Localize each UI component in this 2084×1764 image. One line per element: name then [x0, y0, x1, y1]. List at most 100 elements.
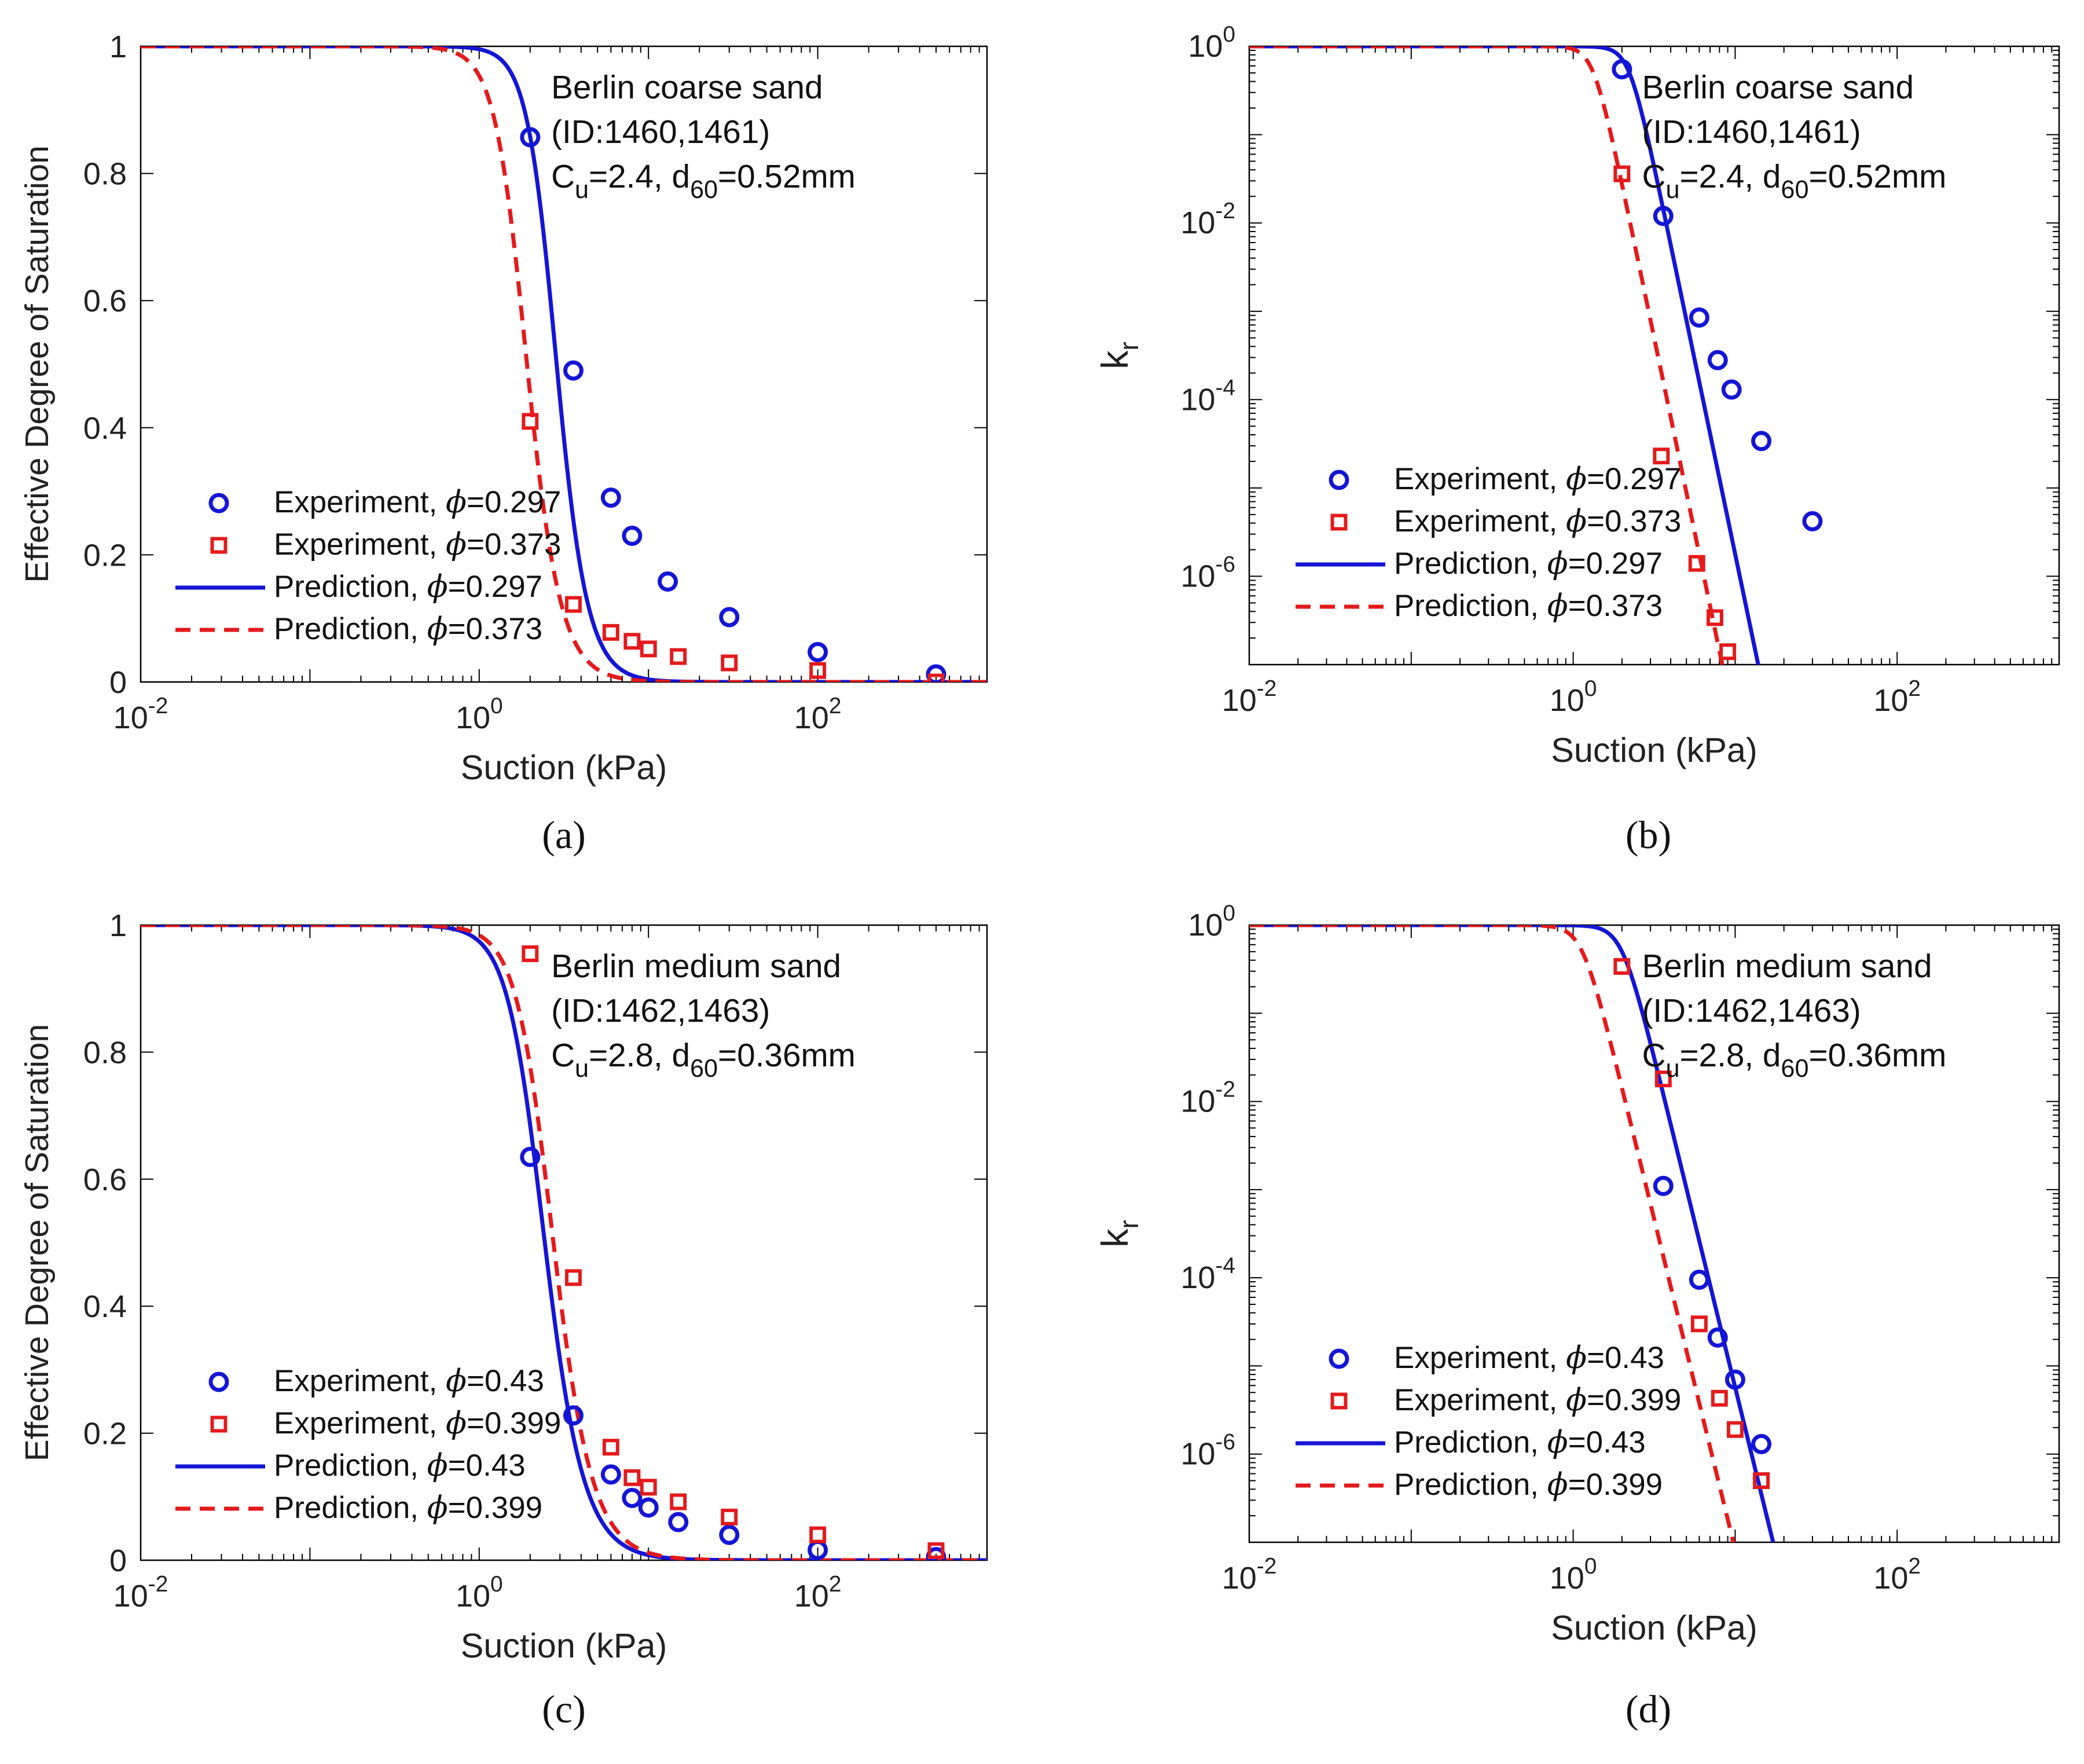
series-layer [141, 925, 987, 1560]
legend-label: Experiment, ϕ=0.373 [1394, 504, 1681, 539]
legend-label: Experiment, ϕ=0.43 [1394, 1340, 1664, 1376]
panel-label: (c) [542, 1687, 585, 1731]
legend-label: Experiment, ϕ=0.297 [1394, 461, 1681, 497]
data-point-exp1 [1721, 379, 1742, 400]
data-point-exp1 [1653, 1176, 1674, 1197]
x-tick-label: 102 [1873, 676, 1921, 718]
y-tick-label: 0.6 [83, 1162, 127, 1197]
data-point-exp2 [670, 648, 687, 665]
series-layer [1249, 925, 1775, 1542]
legend-label: Experiment, ϕ=0.43 [274, 1363, 544, 1399]
data-point-exp2 [721, 654, 738, 672]
annotation-line: Cu=2.8, d60=0.36mm [1642, 1037, 1947, 1083]
data-point-exp2 [670, 1493, 687, 1510]
annotation-line: Cu=2.4, d60=0.52mm [551, 159, 856, 204]
data-point-exp1 [563, 360, 584, 381]
data-point-exp1 [622, 1487, 643, 1508]
y-axis-label: kr [1094, 1220, 1144, 1248]
y-tick-label: 0.6 [83, 284, 127, 318]
annotation-line: (ID:1462,1463) [1642, 993, 1861, 1029]
data-point-exp1 [1751, 431, 1772, 452]
chart-panel-4: 10-2 100 102 100 10-2 10-4 10-6 Suction (kPa) kr… [1094, 901, 2060, 1731]
annotation-line: (ID:1460,1461) [1642, 114, 1861, 151]
data-point-exp1 [1612, 59, 1632, 80]
legend-label: Prediction, ϕ=0.399 [1394, 1467, 1663, 1502]
chart-panel-2: 10-2 100 102 100 10-2 10-4 10-6 Suction (kPa) kr… [1094, 22, 2060, 857]
legend-marker-exp2 [210, 537, 228, 554]
legend-marker-exp2 [210, 1415, 228, 1433]
data-point-exp1 [1725, 1369, 1745, 1390]
y-tick-label: 10-4 [1180, 1253, 1235, 1295]
data-point-exp2 [1653, 448, 1670, 465]
y-tick-label: 10-4 [1180, 375, 1235, 417]
data-point-exp1 [1802, 511, 1823, 531]
data-point-exp1 [1707, 1327, 1728, 1348]
data-point-exp1 [1653, 206, 1674, 226]
data-point-exp2 [1654, 1070, 1672, 1088]
data-point-exp2 [1753, 1472, 1770, 1490]
x-tick-label: 100 [1550, 676, 1597, 718]
chart-panel-3: 10-2 100 102 0 0.2 0.4 0.6 0.8 1 Suction (kPa) Eff… [19, 908, 988, 1731]
legend: Experiment, ϕ=0.43 Experiment, ϕ=0.399 Pre… [1296, 1340, 1681, 1502]
y-tick-label: 0 [109, 1543, 127, 1578]
panel-label: (a) [542, 813, 585, 857]
y-tick-label: 100 [1188, 22, 1235, 64]
legend-marker-exp1 [1329, 470, 1349, 490]
data-point-exp1 [719, 607, 740, 628]
data-point-exp1 [600, 487, 621, 508]
y-tick-label: 0.8 [83, 1035, 127, 1070]
data-point-exp1 [638, 1497, 659, 1518]
y-tick-label: 10-2 [1180, 199, 1235, 240]
data-point-exp1 [658, 571, 678, 592]
prediction-line-pred2 [1249, 925, 1736, 1542]
data-point-exp2 [602, 1439, 619, 1456]
y-axis-label: Effective Degree of Saturation [19, 1024, 56, 1461]
data-point-exp2 [640, 640, 657, 658]
panel-label: (b) [1626, 813, 1671, 857]
x-tick-label: 102 [794, 694, 842, 735]
data-point-exp2 [1613, 165, 1631, 182]
prediction-line-pred1 [141, 46, 987, 682]
x-axis-ticks [1249, 46, 2053, 665]
legend-marker-exp2 [1330, 1392, 1348, 1410]
legend-label: Experiment, ϕ=0.399 [274, 1406, 561, 1441]
data-point-exp2 [564, 1269, 582, 1286]
data-point-exp2 [640, 1479, 657, 1496]
data-point-exp1 [1689, 307, 1709, 328]
y-tick-label: 0.4 [83, 411, 127, 446]
legend-label: Prediction, ϕ=0.399 [274, 1490, 542, 1525]
data-point-exp2 [1706, 609, 1723, 626]
legend-label: Experiment, ϕ=0.399 [1394, 1382, 1681, 1418]
legend: Experiment, ϕ=0.297 Experiment, ϕ=0.373 Pr… [175, 485, 561, 647]
data-point-exp1 [668, 1512, 689, 1532]
legend-marker-exp2 [1330, 514, 1348, 531]
plot-area [1248, 924, 2060, 1543]
y-tick-label: 1 [109, 30, 127, 64]
x-tick-label: 102 [794, 1572, 842, 1613]
data-point-exp1 [1707, 350, 1728, 371]
y-tick-label: 100 [1188, 901, 1235, 942]
legend-marker-exp1 [208, 1371, 229, 1392]
x-tick-label: 10-2 [113, 694, 168, 735]
y-tick-label: 0.2 [83, 1417, 127, 1451]
data-point-exp2 [1726, 1421, 1744, 1438]
plot-area [1248, 45, 2060, 666]
x-tick-label: 100 [456, 694, 503, 735]
legend: Experiment, ϕ=0.43 Experiment, ϕ=0.399 Pre… [175, 1363, 561, 1525]
data-point-exp2 [1688, 555, 1705, 572]
legend-label: Prediction, ϕ=0.297 [274, 569, 542, 604]
y-axis-ticks [1249, 928, 2059, 1543]
data-point-exp1 [622, 525, 643, 546]
y-tick-label: 0.4 [83, 1289, 127, 1324]
prediction-line-pred1 [1249, 925, 1775, 1542]
y-tick-label: 1 [109, 908, 127, 943]
data-point-exp1 [520, 127, 541, 148]
data-point-exp1 [1751, 1433, 1772, 1454]
x-axis-label: Suction (kPa) [1551, 731, 1758, 769]
y-axis-ticks [1249, 49, 2059, 665]
data-point-exp2 [623, 633, 641, 650]
legend-label: Experiment, ϕ=0.373 [274, 527, 561, 562]
y-tick-label: 0.2 [83, 538, 127, 573]
x-axis-label: Suction (kPa) [1551, 1608, 1758, 1647]
